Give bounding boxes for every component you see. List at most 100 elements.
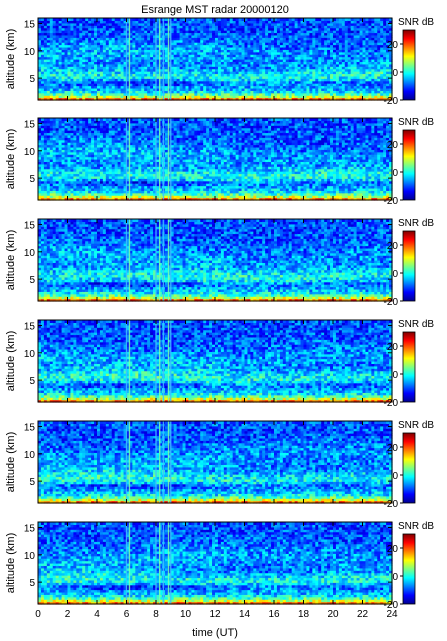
interference-line: [129, 18, 130, 100]
colorbar-tick-label: 20: [387, 544, 399, 555]
interference-line: [129, 219, 130, 301]
colorbar: [403, 534, 415, 604]
y-tick-label: 10: [24, 551, 36, 562]
x-tick-label: 24: [386, 609, 398, 620]
interference-line: [159, 118, 160, 200]
y-tick-label: 5: [29, 74, 35, 85]
colorbar-tick-label: 20: [387, 140, 399, 151]
x-tick-label: 22: [357, 609, 369, 620]
y-tick-label: 15: [24, 220, 36, 231]
interference-line: [159, 421, 160, 503]
heatmap-cells: [38, 421, 393, 504]
interference-line: [170, 421, 171, 503]
interference-line: [126, 118, 127, 200]
heatmap-cells: [38, 118, 393, 201]
x-tick-label: 8: [153, 609, 159, 620]
colorbar-title: SNR dB: [398, 521, 434, 532]
heatmap-cells: [38, 320, 393, 403]
colorbar-tick-label: 20: [387, 443, 399, 454]
interference-line: [163, 118, 164, 200]
interference-line: [159, 219, 160, 301]
interference-line: [155, 320, 156, 402]
interference-line: [168, 522, 169, 604]
y-tick-label: 10: [24, 349, 36, 360]
colorbar-tick-label: 0: [392, 572, 398, 583]
x-tick-label: 14: [239, 609, 251, 620]
interference-line: [155, 522, 156, 604]
interference-line: [170, 522, 171, 604]
x-tick-label: 18: [298, 609, 310, 620]
colorbar-title: SNR dB: [398, 117, 434, 128]
x-tick-label: 2: [65, 609, 71, 620]
interference-line: [155, 18, 156, 100]
x-tick-label: 4: [94, 609, 100, 620]
interference-line: [168, 421, 169, 503]
y-tick-label: 5: [29, 376, 35, 387]
colorbar: [403, 130, 415, 200]
interference-line: [170, 18, 171, 100]
interference-line: [163, 219, 164, 301]
interference-line: [126, 18, 127, 100]
interference-line: [170, 118, 171, 200]
interference-line: [163, 421, 164, 503]
interference-line: [126, 522, 127, 604]
y-axis-label: altitude (km): [5, 432, 17, 493]
colorbar-tick-label: 20: [387, 342, 399, 353]
interference-line: [168, 118, 169, 200]
interference-line: [168, 320, 169, 402]
colorbar-tick-label: -20: [384, 398, 399, 409]
y-tick-label: 15: [24, 119, 36, 130]
y-tick-label: 10: [24, 147, 36, 158]
interference-line: [163, 18, 164, 100]
interference-line: [126, 320, 127, 402]
y-axis-label: altitude (km): [5, 533, 17, 594]
colorbar-tick-label: -20: [384, 96, 399, 107]
interference-line: [168, 219, 169, 301]
y-tick-label: 15: [24, 523, 36, 534]
x-tick-label: 12: [209, 609, 221, 620]
colorbar-tick-label: -20: [384, 297, 399, 308]
colorbar-tick-label: -20: [384, 196, 399, 207]
colorbar-title: SNR dB: [398, 218, 434, 229]
y-tick-label: 5: [29, 477, 35, 488]
y-tick-label: 15: [24, 321, 36, 332]
heatmap-cells: [38, 219, 393, 302]
interference-line: [129, 421, 130, 503]
heatmap-cells: [38, 18, 393, 101]
y-tick-label: 5: [29, 174, 35, 185]
x-tick-label: 6: [124, 609, 130, 620]
colorbar-tick-label: 0: [392, 471, 398, 482]
x-tick-label: 16: [268, 609, 280, 620]
y-axis-label: altitude (km): [5, 129, 17, 190]
interference-line: [168, 18, 169, 100]
interference-line: [126, 219, 127, 301]
colorbar: [403, 332, 415, 402]
colorbar-tick-label: 0: [392, 370, 398, 381]
colorbar-tick-label: 20: [387, 40, 399, 51]
heatmap-cells: [38, 522, 393, 605]
interference-line: [163, 522, 164, 604]
colorbar-title: SNR dB: [398, 17, 434, 28]
x-tick-label: 0: [35, 609, 41, 620]
x-axis-label: time (UT): [192, 627, 238, 639]
y-axis-label: altitude (km): [5, 29, 17, 90]
y-tick-label: 5: [29, 578, 35, 589]
interference-line: [129, 118, 130, 200]
interference-line: [155, 118, 156, 200]
interference-line: [159, 320, 160, 402]
interference-line: [129, 320, 130, 402]
interference-line: [155, 421, 156, 503]
y-tick-label: 10: [24, 47, 36, 58]
y-axis-label: altitude (km): [5, 230, 17, 291]
colorbar: [403, 231, 415, 301]
x-tick-label: 20: [327, 609, 339, 620]
interference-line: [126, 421, 127, 503]
interference-line: [170, 320, 171, 402]
